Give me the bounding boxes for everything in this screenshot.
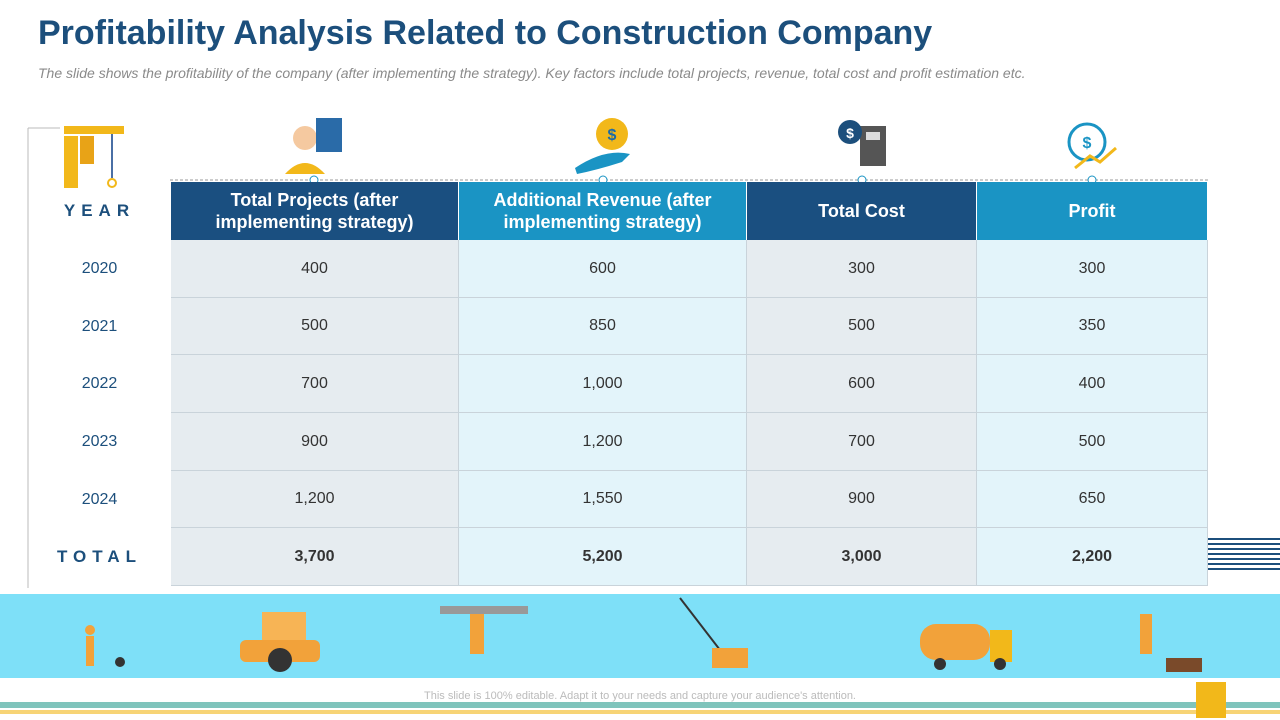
table-cell: 900 [747,471,977,528]
table-cell: 350 [977,298,1208,355]
table-cell: 1,000 [459,355,747,413]
table-cell: 700 [747,413,977,471]
table-cell: 850 [459,298,747,355]
table-cell: 700 [171,355,459,413]
column-header: Profit [977,182,1208,240]
table-cell: 300 [747,240,977,298]
column-header: Total Cost [747,182,977,240]
total-label: TOTAL [56,547,143,566]
table-cell: 600 [459,240,747,298]
table-cell: 500 [977,413,1208,471]
table-cell: 600 [747,355,977,413]
total-cell: 3,000 [747,528,977,586]
table-cell: 500 [747,298,977,355]
svg-text:$: $ [608,127,617,144]
total-cell: 2,200 [977,528,1208,586]
table-cell: 400 [977,355,1208,413]
subtitle: The slide shows the profitability of the… [38,65,1026,81]
table-cell: 400 [171,240,459,298]
table-cell: 650 [977,471,1208,528]
title: Profitability Analysis Related to Constr… [38,14,933,52]
column-header: Additional Revenue (after implementing s… [459,182,747,240]
footer: This slide is 100% editable. Adapt it to… [424,690,856,702]
year: 2020 [81,260,118,277]
table-cell: 1,550 [459,471,747,528]
table-cell: 1,200 [459,413,747,471]
svg-text:$: $ [846,125,854,141]
total-cell: 3,700 [171,528,459,586]
table-cell: 300 [977,240,1208,298]
table-cell: 500 [171,298,459,355]
table-cell: 900 [171,413,459,471]
column-header: Total Projects (after implementing strat… [171,182,459,240]
year: 2023 [81,433,118,450]
svg-text:$: $ [1083,135,1092,152]
total-cell: 5,200 [459,528,747,586]
table-cell: 1,200 [171,471,459,528]
year-label: YEAR [63,201,136,220]
year: 2024 [81,490,118,508]
year: 2021 [81,317,118,335]
year: 2022 [81,375,118,392]
